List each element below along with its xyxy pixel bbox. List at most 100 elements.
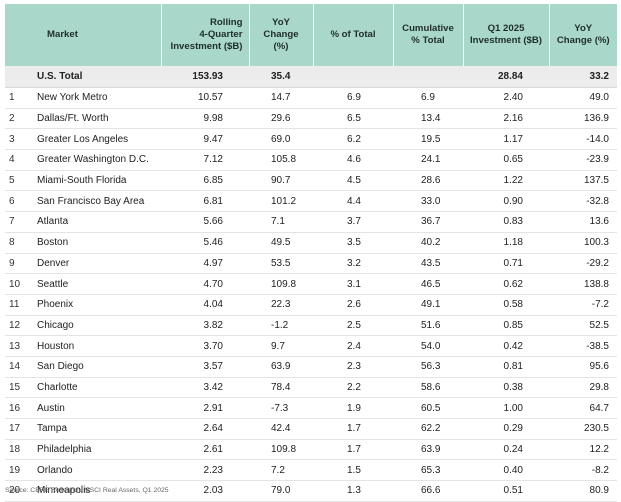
q1-yoy-change-cell: 138.8 [549,273,617,295]
cumulative-cell: 58.6 [393,377,463,399]
yoy-change-cell: 7.1 [249,211,313,233]
header-row: Market Rolling 4-Quarter Investment ($B)… [5,4,617,66]
rank-cell: 12 [5,315,33,337]
rolling-investment-cell: 2.64 [161,418,249,440]
header-q1-line1: Q1 2025 [487,23,525,34]
market-cell: Tampa [33,418,161,440]
market-cell: Austin [33,397,161,419]
header-yoy2-line2: Change (%) [556,35,610,46]
rolling-investment-cell: 5.46 [161,232,249,254]
table-row: 9 Denver 4.97 53.5 3.2 43.5 0.71 -29.2 [5,253,617,275]
q1-investment-cell: 1.22 [463,170,549,192]
q1-yoy-change-cell: 137.5 [549,170,617,192]
rank-cell: 18 [5,439,33,461]
table-row: 1 New York Metro 10.57 14.7 6.9 6.9 2.40 49.0 [5,87,617,109]
yoy-change-cell: 101.2 [249,190,313,213]
rank-cell: 7 [5,211,33,233]
q1-yoy-change-cell: 52.5 [549,315,617,337]
header-yoy-line1: YoY [272,17,290,28]
header-yoy-change: YoY Change (%) [249,4,314,66]
rank-cell: 19 [5,459,33,482]
header-pct-total: % of Total [313,4,394,66]
q1-yoy-change-cell: -23.9 [549,149,617,171]
cumulative-cell: 33.0 [393,190,463,213]
pct-total-cell: 2.6 [313,294,393,316]
market-cell: New York Metro [33,87,161,109]
rolling-investment-cell: 9.98 [161,108,249,130]
table-row: 15 Charlotte 3.42 78.4 2.2 58.6 0.38 29.8 [5,377,617,399]
rolling-investment-cell: 2.91 [161,397,249,419]
yoy-change-cell: 42.4 [249,418,313,440]
pct-total-cell: 2.3 [313,356,393,378]
rank-cell: 3 [5,128,33,151]
q1-investment-cell: 1.00 [463,397,549,419]
pct-total-cell: 1.7 [313,439,393,461]
market-investment-table: Market Rolling 4-Quarter Investment ($B)… [5,4,617,502]
cumulative-cell: 66.6 [393,480,463,502]
rolling-investment-cell: 6.85 [161,170,249,192]
yoy-change-cell: 53.5 [249,253,313,275]
pct-total-cell: 2.5 [313,315,393,337]
cumulative-cell: 24.1 [393,149,463,171]
pct-total-cell: 3.5 [313,232,393,254]
rank-cell: 1 [5,87,33,109]
q1-yoy-change-cell: -7.2 [549,294,617,316]
cumulative-cell: 46.5 [393,273,463,295]
market-cell: Boston [33,232,161,254]
q1-investment-cell: 1.17 [463,128,549,151]
rolling-investment-cell: 3.82 [161,315,249,337]
rank-cell: 14 [5,356,33,378]
header-rolling-line2: 4-Quarter [199,29,243,40]
header-rolling-line1: Rolling [209,17,243,28]
yoy-change-cell: 105.8 [249,149,313,171]
market-cell: Phoenix [33,294,161,316]
q1-investment-cell: 0.71 [463,253,549,275]
header-yoy2-change: YoY Change (%) [549,4,617,66]
pct-total-cell: 6.9 [313,87,393,109]
yoy-change-cell: -1.2 [249,315,313,337]
table-row: 3 Greater Los Angeles 9.47 69.0 6.2 19.5 1.17-… [5,128,617,151]
pct-total-cell: 4.5 [313,170,393,192]
market-cell: Houston [33,335,161,357]
yoy-change-cell: 79.0 [249,480,313,502]
q1-investment-cell: 0.58 [463,294,549,316]
q1-yoy-change-cell: -38.5 [549,335,617,357]
header-cumulative-line1: Cumulative [402,23,454,34]
table-row: 10 Seattle 4.70 109.8 3.1 46.5 0.62 138.8 [5,273,617,295]
q1-investment-cell: 0.85 [463,315,549,337]
header-rolling-line3: Investment ($B) [170,41,243,52]
rolling-investment-cell: 4.04 [161,294,249,316]
header-cumulative: Cumulative % Total [393,4,464,66]
cumulative-cell: 54.0 [393,335,463,357]
total-pct-cell [313,66,393,88]
rank-cell: 2 [5,108,33,130]
rolling-investment-cell: 4.97 [161,253,249,275]
cumulative-cell: 36.7 [393,211,463,233]
pct-total-cell: 1.3 [313,480,393,502]
rolling-investment-cell: 3.70 [161,335,249,357]
table-row: 16 Austin 2.91 -7.3 1.9 60.5 1.00 64.7 [5,397,617,419]
table-row: 7 Atlanta 5.66 7.1 3.7 36.7 0.83 13.6 [5,211,617,233]
q1-yoy-change-cell: -8.2 [549,459,617,482]
q1-yoy-change-cell: 230.5 [549,418,617,440]
rank-cell: 6 [5,190,33,213]
cumulative-cell: 62.2 [393,418,463,440]
rank-cell: 8 [5,232,33,254]
yoy-change-cell: 63.9 [249,356,313,378]
market-cell: Denver [33,253,161,275]
rolling-investment-cell: 3.57 [161,356,249,378]
table-row: 13 Houston 3.70 9.7 2.4 54.0 0.42 -38.5 [5,335,617,357]
pct-total-cell: 2.2 [313,377,393,399]
q1-investment-cell: 0.42 [463,335,549,357]
table-row: 19 Orlando 2.23 7.2 1.5 65.3 0.40 -8.2 [5,459,617,482]
cumulative-cell: 60.5 [393,397,463,419]
rank-cell: 9 [5,253,33,275]
pct-total-cell: 6.2 [313,128,393,151]
q1-investment-cell: 0.65 [463,149,549,171]
q1-yoy-change-cell: 80.9 [549,480,617,502]
rolling-investment-cell: 2.03 [161,480,249,502]
pct-total-cell: 6.5 [313,108,393,130]
yoy-change-cell: 14.7 [249,87,313,109]
q1-yoy-change-cell: 136.9 [549,108,617,130]
